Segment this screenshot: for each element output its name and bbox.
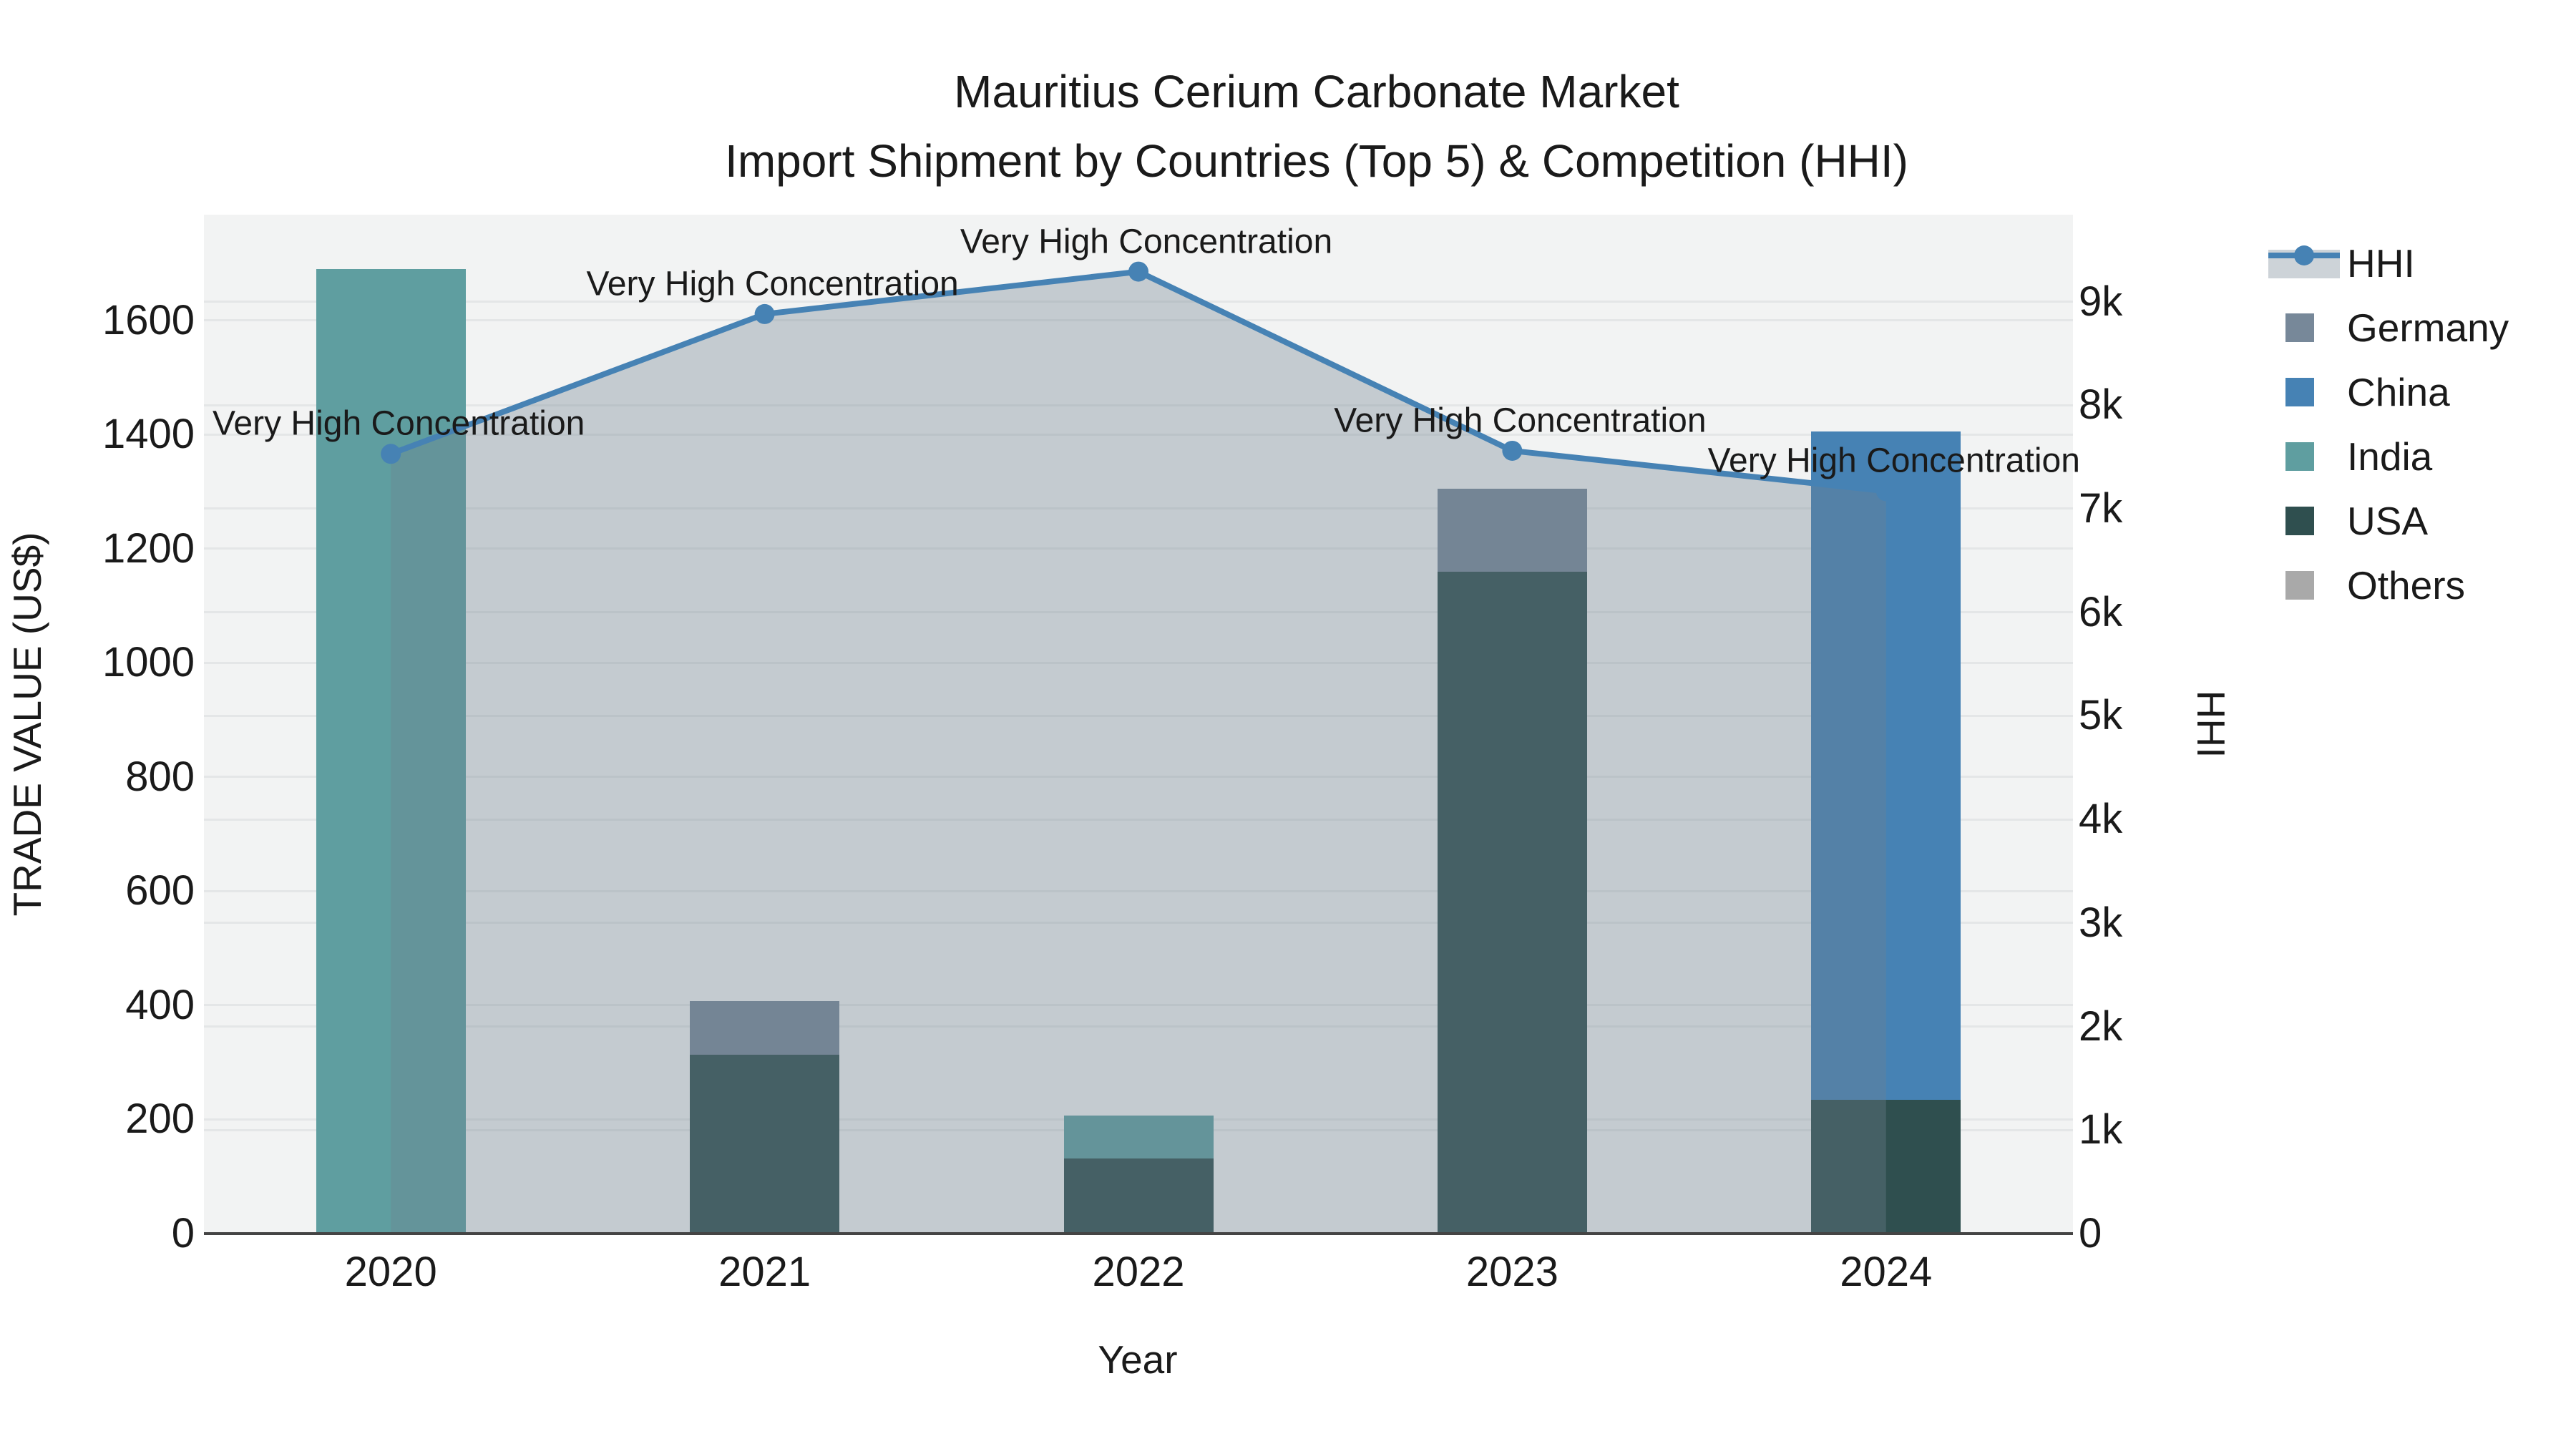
bar-2023-germany xyxy=(1437,488,1587,572)
y-left-tick: 800 xyxy=(125,753,195,800)
annotation-2021: Very High Concentration xyxy=(586,265,959,303)
y-axis-left-title: TRADE VALUE (US$) xyxy=(5,532,49,917)
legend-label-india: India xyxy=(2347,434,2433,479)
x-tick-2024: 2024 xyxy=(1840,1249,1933,1295)
x-tick-2022: 2022 xyxy=(1092,1249,1185,1295)
legend-label-usa: USA xyxy=(2347,499,2429,543)
y-right-tick: 9k xyxy=(2079,278,2123,325)
hhi-point-2023 xyxy=(1502,440,1523,461)
bar-2021-usa xyxy=(690,1055,840,1234)
hhi-point-2022 xyxy=(1128,261,1148,282)
y-right-tick: 3k xyxy=(2079,899,2123,946)
y-left-tick: 1200 xyxy=(102,525,195,572)
y-left-tick: 1000 xyxy=(102,639,195,686)
gridline-right-axis xyxy=(204,507,2073,510)
gridline-right-axis xyxy=(204,714,2073,717)
hhi-point-2020 xyxy=(381,444,401,464)
y-left-tick: 400 xyxy=(125,981,195,1028)
annotation-2022: Very High Concentration xyxy=(960,223,1333,261)
y-axis-right-title: HHI xyxy=(2189,690,2233,758)
legend-label-china: China xyxy=(2347,370,2450,414)
gridline-left-axis xyxy=(204,547,2073,550)
gridline-left-axis xyxy=(204,433,2073,436)
y-left-tick: 200 xyxy=(125,1096,195,1143)
y-left-tick: 600 xyxy=(125,867,195,914)
bar-2022-usa xyxy=(1063,1158,1214,1234)
annotation-2024: Very High Concentration xyxy=(1707,441,2080,480)
gridline-left-axis xyxy=(204,1004,2073,1007)
legend-swatch-india xyxy=(2285,442,2314,471)
x-tick-2020: 2020 xyxy=(344,1249,437,1295)
bar-2024-china xyxy=(1811,431,1961,1101)
y-right-tick: 6k xyxy=(2079,588,2123,635)
gridline-right-axis xyxy=(204,1025,2073,1028)
legend-swatch-germany xyxy=(2285,313,2314,342)
annotation-2020: Very High Concentration xyxy=(213,404,585,443)
gridline-left-axis xyxy=(204,319,2073,322)
y-left-tick: 0 xyxy=(171,1210,195,1257)
y-left-tick: 1400 xyxy=(102,411,195,458)
legend-swatch-others xyxy=(2285,571,2314,600)
bar-2022-india xyxy=(1063,1115,1214,1158)
y-right-tick: 8k xyxy=(2079,381,2123,429)
bar-2024-usa xyxy=(1811,1100,1961,1234)
x-tick-2021: 2021 xyxy=(718,1249,811,1295)
legend-label-hhi: HHI xyxy=(2347,241,2415,286)
gridline-right-axis xyxy=(204,404,2073,406)
x-tick-2023: 2023 xyxy=(1465,1249,1558,1295)
hhi-area-fill xyxy=(391,271,1886,1234)
legend-swatch-china xyxy=(2285,378,2314,406)
y-right-tick: 0 xyxy=(2079,1210,2102,1257)
x-axis-title: Year xyxy=(1098,1337,1178,1382)
y-right-tick: 7k xyxy=(2079,484,2123,532)
plot-area xyxy=(204,215,2073,1234)
legend-label-others: Others xyxy=(2347,563,2466,608)
chart-title-line1: Mauritius Cerium Carbonate Market xyxy=(954,66,1679,117)
y-right-tick: 4k xyxy=(2079,796,2123,843)
gridline-right-axis xyxy=(204,611,2073,614)
hhi-point-2021 xyxy=(754,303,775,324)
gridline-right-axis xyxy=(204,922,2073,924)
gridline-left-axis xyxy=(204,661,2073,664)
gridline-right-axis xyxy=(204,301,2073,303)
y-right-tick: 5k xyxy=(2079,692,2123,739)
x-axis-line xyxy=(204,1232,2073,1235)
annotation-2023: Very High Concentration xyxy=(1334,401,1707,440)
bar-2023-usa xyxy=(1437,571,1587,1234)
y-left-tick: 1600 xyxy=(102,296,195,343)
chart-title: Mauritius Cerium Carbonate Market Import… xyxy=(725,57,1908,196)
hhi-marker-icon xyxy=(2294,245,2314,265)
hhi-point-2024 xyxy=(1875,481,1896,502)
gridline-left-axis xyxy=(204,776,2073,779)
y-right-tick: 1k xyxy=(2079,1106,2123,1153)
legend-label-germany: Germany xyxy=(2347,306,2509,350)
legend-swatch-usa xyxy=(2285,507,2314,535)
gridline-left-axis xyxy=(204,889,2073,892)
bar-2020-india xyxy=(316,268,466,1234)
chart-title-line2: Import Shipment by Countries (Top 5) & C… xyxy=(725,135,1908,187)
bar-2021-germany xyxy=(690,1001,840,1055)
gridline-right-axis xyxy=(204,818,2073,821)
y-right-tick: 2k xyxy=(2079,1002,2123,1050)
